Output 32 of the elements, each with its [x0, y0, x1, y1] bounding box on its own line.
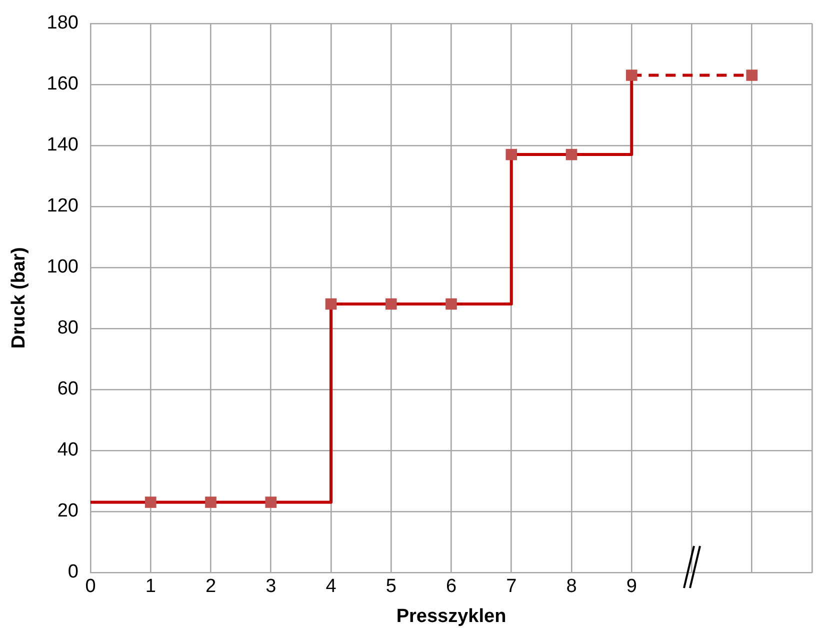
x-tick-label: 9	[626, 576, 637, 598]
y-tick-label: 80	[57, 318, 78, 339]
x-tick-label: 6	[446, 576, 457, 598]
x-tick-label: 2	[205, 576, 216, 598]
point	[746, 70, 758, 81]
point	[506, 148, 518, 160]
x-axis-title: Presszyklen	[396, 606, 506, 627]
x-tick-label: 8	[566, 576, 577, 598]
x-tick-label: 1	[145, 576, 156, 598]
x-tick-label: 7	[506, 576, 517, 598]
point	[626, 70, 638, 81]
point	[205, 496, 216, 508]
y-tick-label: 0	[68, 562, 78, 583]
y-tick-label: 20	[57, 500, 78, 522]
point	[265, 496, 277, 508]
point	[385, 298, 397, 310]
y-tick-label: 60	[57, 378, 78, 400]
y-axis-title: Druck (bar)	[8, 247, 30, 349]
x-tick-label: 0	[85, 576, 96, 598]
y-tick-label: 40	[57, 440, 78, 461]
point	[446, 298, 457, 310]
point	[144, 496, 156, 508]
y-tick-label: 140	[46, 134, 78, 156]
point	[566, 148, 578, 160]
y-tick-label: 160	[46, 74, 78, 95]
x-tick-label: 5	[386, 576, 396, 598]
y-tick-label: 120	[46, 196, 78, 217]
x-tick-label: 4	[326, 576, 337, 598]
y-tick-label: 180	[46, 12, 78, 34]
y-tick-label: 100	[46, 256, 78, 278]
x-tick-label: 3	[266, 576, 276, 598]
point	[325, 298, 337, 310]
